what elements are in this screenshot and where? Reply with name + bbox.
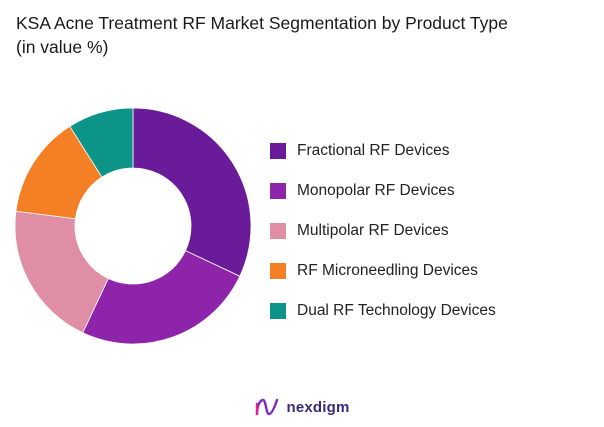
legend-swatch [270,223,286,239]
brand-name: nexdigm [286,398,350,416]
legend-item: Multipolar RF Devices [270,211,496,251]
nexdigm-logo-icon [256,398,279,416]
chart-title: KSA Acne Treatment RF Market Segmentatio… [16,11,596,59]
legend-swatch [270,143,286,159]
chart-legend: Fractional RF Devices Monopolar RF Device… [270,131,496,331]
legend-label: RF Microneedling Devices [297,262,478,279]
chart-title-line2: (in value %) [16,37,109,57]
donut-slice-5 [69,107,134,178]
chart-title-line1: KSA Acne Treatment RF Market Segmentatio… [16,13,508,33]
donut-slice-2 [82,250,241,345]
legend-item: Dual RF Technology Devices [270,291,496,331]
legend-swatch [270,263,286,279]
legend-item: Monopolar RF Devices [270,171,496,211]
legend-item: RF Microneedling Devices [270,251,496,291]
legend-label: Fractional RF Devices [297,142,450,159]
legend-swatch [270,183,286,199]
legend-label: Monopolar RF Devices [297,182,455,199]
donut-slice-3 [14,210,109,334]
brand-footer: nexdigm [0,396,604,418]
legend-swatch [270,303,286,319]
legend-label: Multipolar RF Devices [297,222,449,239]
legend-label: Dual RF Technology Devices [297,302,496,319]
legend-item: Fractional RF Devices [270,131,496,171]
donut-slice-1 [132,107,252,277]
